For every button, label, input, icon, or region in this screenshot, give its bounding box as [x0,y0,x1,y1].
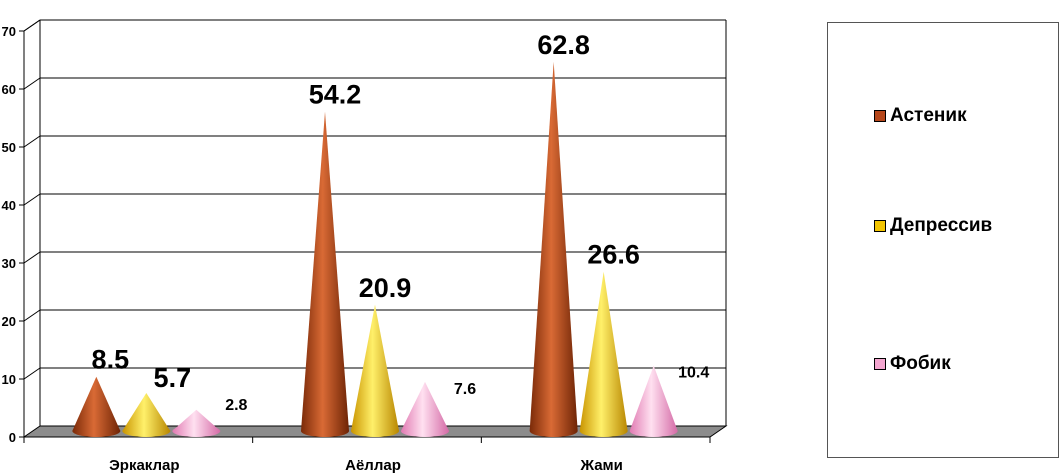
legend-item-astenik: Астеник [874,105,967,127]
data-label: 2.8 [225,397,247,414]
cone-body [72,376,121,437]
y-tick-label: 0 [9,430,16,445]
cone-mark [122,392,171,437]
data-label: 8.5 [92,345,130,375]
legend-swatch-depressiv [874,220,886,232]
data-label: 7.6 [454,381,476,398]
x-tick-label: Жами [579,457,622,474]
legend-item-fobik: Фобик [874,353,951,375]
legend-swatch-astenik [874,110,886,122]
cone-base [579,425,628,437]
cone-base [72,425,121,437]
cone-mark [72,376,121,437]
cone-body [301,111,349,437]
chart-marks [72,61,678,437]
cone-mark [351,304,399,437]
cone-base [351,425,399,437]
top-diag [23,19,41,32]
y-tick-label: 40 [2,198,16,213]
legend-item-depressiv: Депрессив [874,215,992,237]
y-tick-label: 60 [2,82,16,97]
y-tick-label: 10 [2,372,16,387]
cone-base [172,425,221,437]
cone-mark [529,61,578,437]
gridline-diag [23,135,41,148]
cone-base [301,425,349,437]
gridline-diag [23,367,41,380]
data-label: 26.6 [587,240,640,270]
legend-label-astenik: Астеник [890,105,967,126]
y-tick-label: 20 [2,314,16,329]
cone-base [629,425,678,437]
axes: 0 10 20 30 40 50 60 70 Эркаклар Аёллар Жами [2,19,727,474]
data-label: 20.9 [359,273,412,303]
x-tick-label: Аёллар [345,457,401,474]
cone-mark [301,111,349,437]
data-labels: 8.5 54.2 62.8 5.7 20.9 26.6 2.8 7.6 10.4 [92,30,710,414]
gridline-diag [23,251,41,264]
legend-swatch-fobik [874,358,886,370]
cone-body [629,365,678,437]
legend: Астеник Депрессив Фобик [827,22,1059,458]
data-label: 10.4 [678,365,709,382]
gridline-diag [23,77,41,90]
y-tick-label: 50 [2,140,16,155]
cone-mark [579,271,628,437]
y-tick-label: 30 [2,256,16,271]
cone-base [529,425,578,437]
cone-base [401,425,449,437]
legend-label-fobik: Фобик [890,353,951,374]
data-label: 5.7 [154,363,192,393]
x-tick-label: Эркаклар [109,457,179,474]
cone-base [122,425,171,437]
data-label: 62.8 [537,30,590,60]
cone-mark [172,409,221,437]
cone-mark [401,381,449,437]
cone-body [351,304,399,437]
cone-body [401,381,449,437]
cone-mark [629,365,678,437]
gridline-diag [23,193,41,206]
legend-label-depressiv: Депрессив [890,215,993,236]
cone-body [579,271,628,437]
cone-body [529,61,578,437]
gridline-diag [23,309,41,322]
data-label: 54.2 [309,80,362,110]
y-tick-label: 70 [2,24,16,39]
